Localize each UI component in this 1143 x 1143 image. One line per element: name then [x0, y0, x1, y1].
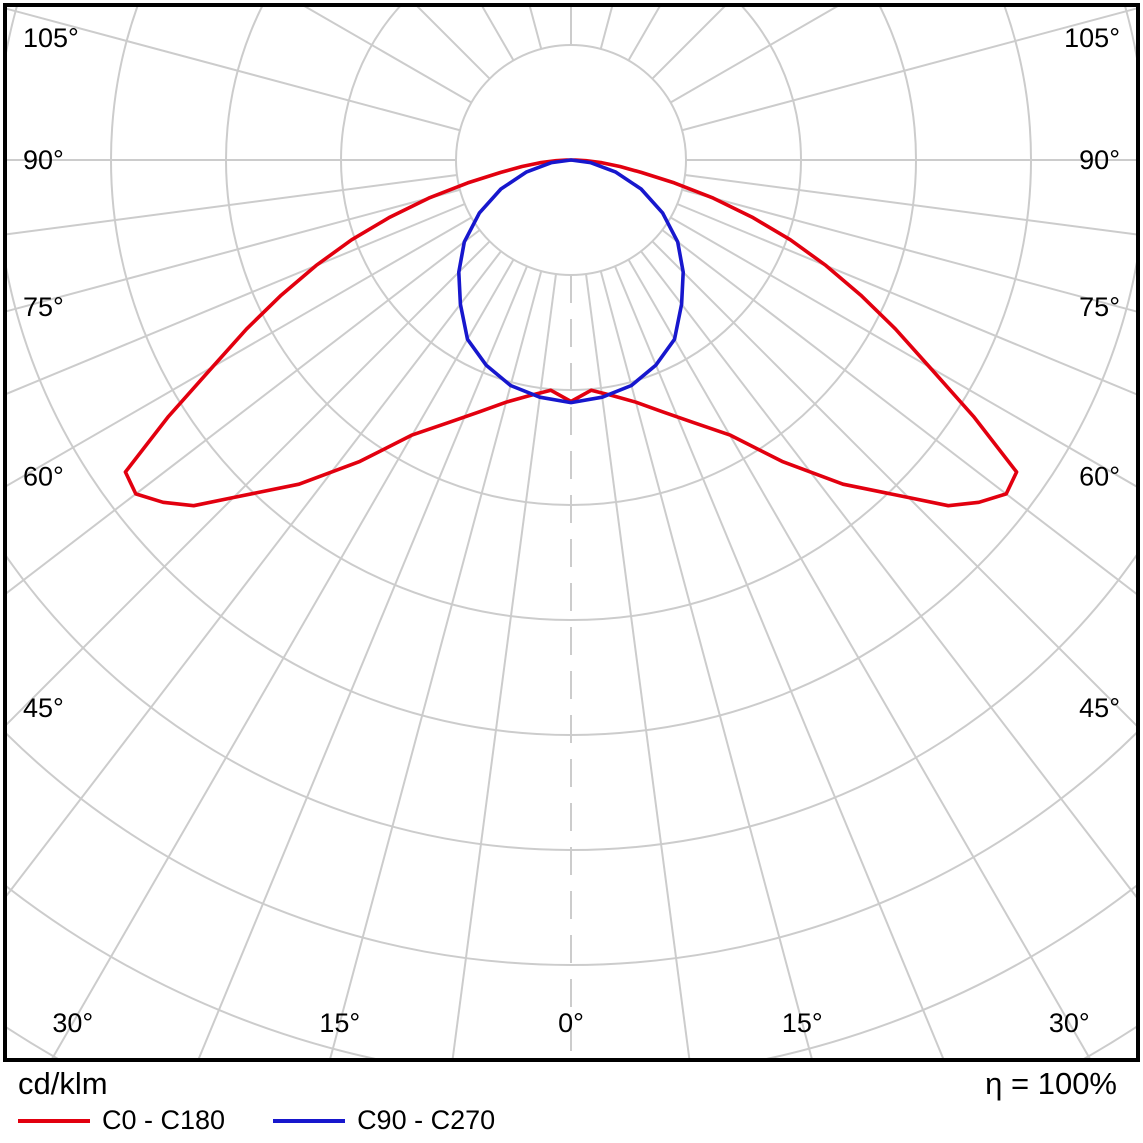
efficiency-label: η = 100% — [985, 1066, 1117, 1101]
legend: C0 - C180 C90 - C270 — [18, 1105, 495, 1136]
legend-item-c90-c270: C90 - C270 — [273, 1105, 495, 1136]
svg-text:105°: 105° — [1064, 23, 1120, 53]
legend-line-c0-icon — [18, 1118, 90, 1123]
svg-text:15°: 15° — [782, 1008, 823, 1038]
legend-label-c90-c270: C90 - C270 — [357, 1105, 496, 1135]
legend-item-c0-c180: C0 - C180 — [18, 1105, 225, 1136]
legend-label-c0-c180: C0 - C180 — [102, 1105, 226, 1135]
polar-plot-frame: 0° 15° 15° 30° 30° 45° 45° 60° 60° 75° 75° 90° 90° 10… — [3, 3, 1140, 1062]
svg-text:30°: 30° — [1049, 1008, 1090, 1038]
svg-text:90°: 90° — [23, 145, 64, 175]
svg-text:45°: 45° — [23, 693, 64, 723]
legend-line-c90-icon — [273, 1118, 346, 1123]
polar-chart: 0° 15° 15° 30° 30° 45° 45° 60° 60° 75° 75° 90° 90° 10… — [7, 7, 1136, 1058]
svg-text:15°: 15° — [319, 1008, 360, 1038]
svg-text:60°: 60° — [1079, 461, 1120, 491]
svg-text:90°: 90° — [1079, 145, 1120, 175]
svg-text:45°: 45° — [1079, 693, 1120, 723]
svg-text:105°: 105° — [23, 23, 79, 53]
svg-text:30°: 30° — [52, 1008, 93, 1038]
svg-text:75°: 75° — [23, 292, 64, 322]
units-label: cd/klm — [18, 1066, 108, 1101]
svg-text:0°: 0° — [558, 1008, 584, 1038]
svg-text:60°: 60° — [23, 461, 64, 491]
svg-text:75°: 75° — [1079, 292, 1120, 322]
